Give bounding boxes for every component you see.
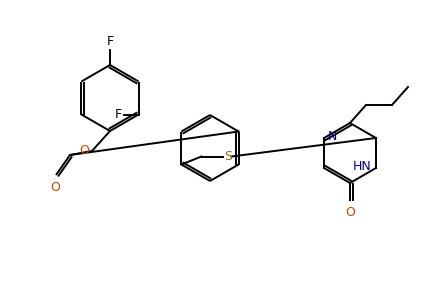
Text: F: F xyxy=(107,35,114,48)
Text: O: O xyxy=(79,144,89,156)
Text: O: O xyxy=(50,181,60,194)
Text: O: O xyxy=(345,206,355,219)
Text: F: F xyxy=(114,108,122,121)
Text: HN: HN xyxy=(353,161,372,173)
Text: N: N xyxy=(328,130,338,144)
Text: S: S xyxy=(224,150,233,163)
